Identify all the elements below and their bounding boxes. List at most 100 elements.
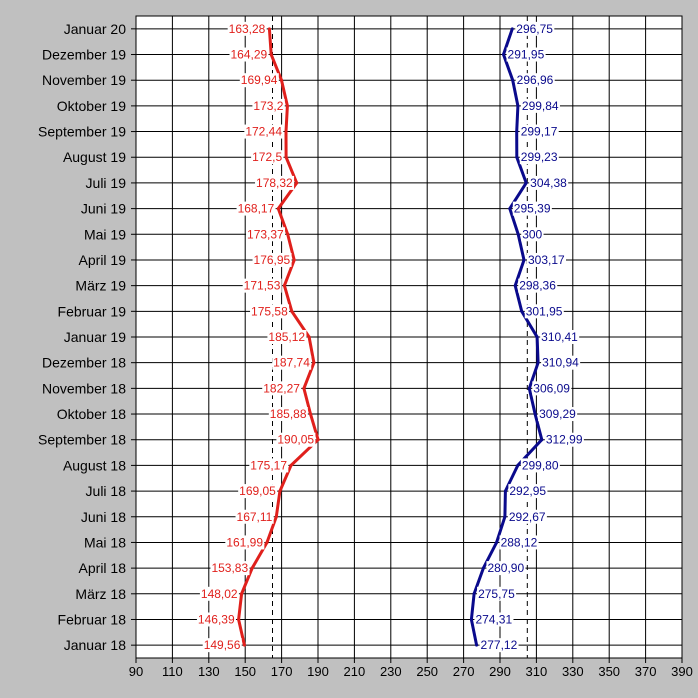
data-label: 280,90 [487, 561, 524, 575]
data-point [536, 361, 540, 365]
data-label-background [255, 175, 295, 190]
data-point [289, 463, 293, 467]
data-label: 309,29 [539, 407, 576, 421]
data-label: 292,95 [509, 484, 546, 498]
data-label-background [515, 21, 555, 36]
data-label: 292,67 [509, 510, 546, 524]
y-tick-label: Juli 18 [86, 483, 127, 499]
data-label-background [268, 407, 308, 422]
data-point [535, 335, 539, 339]
data-label-background [474, 612, 514, 627]
data-label-background [202, 638, 242, 653]
x-tick-label: 150 [234, 664, 256, 679]
data-label-background [540, 330, 580, 344]
data-label-background [479, 638, 519, 653]
data-point [522, 258, 526, 262]
y-tick-label: Januar 18 [64, 637, 126, 653]
data-label: 306,09 [533, 381, 570, 395]
data-label-background [524, 304, 564, 319]
data-label-background [252, 252, 292, 267]
data-point [510, 27, 514, 31]
data-point [502, 53, 506, 57]
data-point [295, 181, 299, 185]
y-tick-label: November 18 [42, 380, 126, 396]
data-point [285, 104, 289, 108]
x-tick-label: 170 [271, 664, 293, 679]
data-label: 288,12 [501, 535, 538, 549]
x-tick-label: 330 [562, 664, 584, 679]
data-label: 303,17 [528, 253, 565, 267]
y-tick-label: September 19 [38, 124, 126, 140]
x-tick-label: 270 [453, 664, 475, 679]
y-tick-label: April 18 [79, 560, 127, 576]
x-tick-label: 230 [380, 664, 402, 679]
data-point [269, 53, 273, 57]
data-point [469, 617, 473, 621]
reference-lines [272, 16, 528, 658]
data-label-background [199, 586, 239, 601]
data-label-background [541, 355, 581, 370]
data-label-background [236, 201, 276, 216]
data-label: 304,38 [530, 176, 567, 190]
data-point [527, 386, 531, 390]
data-point [524, 181, 528, 185]
data-point [515, 155, 519, 159]
data-point [307, 335, 311, 339]
data-point [309, 412, 313, 416]
data-label: 312,99 [546, 433, 583, 447]
data-point [513, 284, 517, 288]
y-axis-ticks: Januar 20 Dezember 19 November 19 Oktober 1… [38, 21, 136, 653]
y-tick-label: November 19 [42, 72, 126, 88]
y-tick-label: Oktober 18 [57, 406, 126, 422]
data-label-background [526, 252, 566, 267]
data-label-background [251, 150, 284, 165]
y-tick-label: März 19 [75, 278, 126, 294]
data-label-background [244, 124, 284, 139]
data-point [274, 515, 278, 519]
data-label: 171,53 [244, 279, 281, 293]
data-point [516, 463, 520, 467]
data-point [265, 540, 269, 544]
data-point [250, 566, 254, 570]
y-tick-label: Februar 19 [58, 303, 127, 319]
data-label-background [249, 458, 289, 473]
data-label-background [519, 124, 559, 139]
data-point [515, 130, 519, 134]
data-label-background [239, 73, 279, 88]
x-tick-label: 350 [598, 664, 620, 679]
x-tick-label: 130 [198, 664, 220, 679]
data-point [495, 540, 499, 544]
y-tick-label: August 19 [63, 149, 126, 165]
data-label-background [521, 227, 544, 242]
data-label-background [529, 175, 569, 190]
y-tick-label: Februar 18 [58, 611, 127, 627]
data-label: 291,95 [508, 48, 545, 62]
x-tick-label: 290 [489, 664, 511, 679]
data-label-background [520, 458, 560, 473]
data-label-background [512, 201, 552, 216]
data-label-background [246, 227, 286, 242]
series-lines [237, 27, 544, 647]
data-label: 299,17 [521, 125, 558, 139]
data-point [286, 232, 290, 236]
data-label: 175,17 [250, 458, 287, 472]
data-label: 299,80 [522, 458, 559, 472]
x-axis-ticks: 90 110 130 150 170 190 210 230 250 270 290 310 330 35… [129, 658, 693, 679]
x-tick-label: 90 [129, 664, 143, 679]
data-point [290, 309, 294, 313]
y-tick-label: Januar 19 [64, 329, 126, 345]
data-label: 182,27 [263, 381, 300, 395]
data-labels: 163,28 164,29 169,94 173,2 172,44 172,5 178,32… [196, 21, 584, 653]
data-point [284, 130, 288, 134]
data-point [520, 309, 524, 313]
data-point [503, 489, 507, 493]
data-point [475, 643, 479, 647]
data-label: 175,58 [251, 304, 288, 318]
data-label-background [229, 47, 269, 62]
data-point [312, 361, 316, 365]
data-label: 277,12 [481, 638, 518, 652]
data-label: 296,75 [516, 22, 553, 36]
data-label: 310,94 [542, 356, 579, 370]
data-point [540, 438, 544, 442]
data-label: 275,75 [478, 587, 515, 601]
